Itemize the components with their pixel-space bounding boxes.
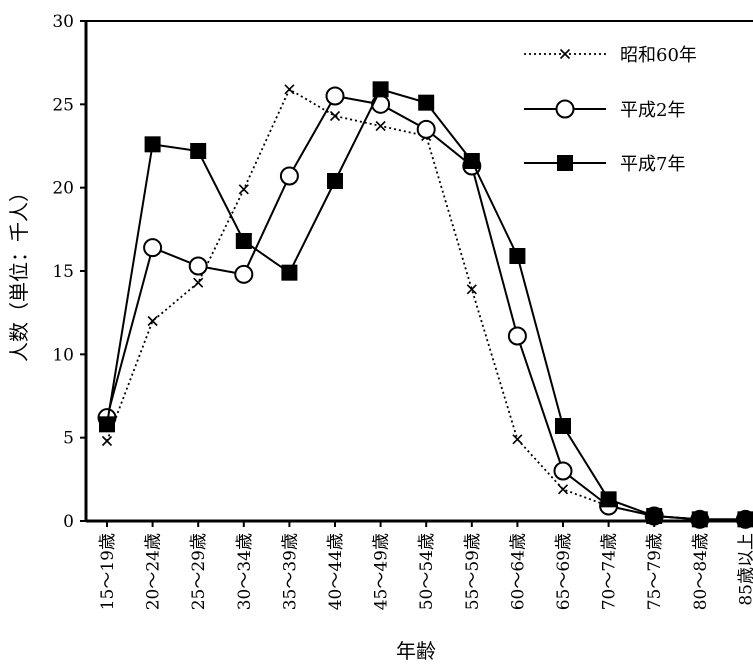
- x-tick-label: 60〜64歳: [508, 533, 528, 610]
- x-tick-label: 55〜59歳: [463, 533, 483, 610]
- y-tick-label: 15: [52, 262, 74, 282]
- x-tick-label: 50〜54歳: [417, 533, 437, 610]
- x-tick-label: 45〜49歳: [372, 533, 392, 610]
- x-axis: 15〜19歳 20〜24歳 25〜29歳 30〜34歳 35〜39歳 40〜44歳 45〜4…: [98, 521, 753, 610]
- data-point: [325, 86, 345, 106]
- data-point: [372, 81, 389, 98]
- data-point: [691, 511, 708, 528]
- marker-stroke: [557, 484, 569, 495]
- data-point: [418, 94, 435, 111]
- x-tick-label: 75〜79歳: [645, 533, 665, 610]
- y-axis-title: 人数（単位：千人）: [7, 182, 31, 362]
- x-tick-label: 85歳以上: [736, 533, 753, 606]
- legend-label: 昭和60年: [620, 45, 697, 66]
- data-point: [512, 434, 523, 445]
- marker-stroke: [329, 110, 341, 122]
- series-3: [99, 81, 753, 528]
- data-point: [600, 491, 617, 508]
- marker-stroke: [238, 184, 249, 195]
- y-tick-label: 10: [52, 345, 74, 365]
- x-tick-label: 40〜44歳: [326, 533, 346, 610]
- marker-stroke: [193, 277, 204, 288]
- data-point: [279, 166, 299, 186]
- data-point: [555, 418, 571, 434]
- marker-stroke: [375, 120, 386, 132]
- x-tick-label: 20〜24歳: [144, 533, 164, 610]
- data-point: [416, 119, 436, 139]
- legend-item: 平成2年: [524, 99, 685, 121]
- data-point: [329, 110, 341, 122]
- marker-stroke: [147, 315, 158, 327]
- data-point: [466, 284, 477, 295]
- legend-marker: [555, 99, 575, 119]
- x-tick-label: 70〜74歳: [600, 533, 620, 610]
- data-point: [147, 315, 158, 327]
- x-tick-label: 30〜34歳: [235, 533, 255, 610]
- data-point: [507, 326, 527, 346]
- data-point: [99, 416, 115, 433]
- y-tick-label: 30: [52, 12, 74, 32]
- marker-stroke: [101, 435, 113, 447]
- x-tick-label: 80〜84歳: [691, 533, 711, 610]
- y-tick-label: 20: [52, 179, 74, 199]
- marker-stroke: [466, 284, 477, 295]
- data-point: [144, 136, 161, 153]
- y-axis: 0 5 10 15 20 25 30: [52, 12, 86, 532]
- x-tick-label: 35〜39歳: [280, 533, 300, 610]
- data-point: [284, 84, 295, 95]
- data-point: [101, 435, 113, 447]
- legend-item: 昭和60年: [524, 45, 697, 66]
- x-tick-label: 25〜29歳: [189, 533, 209, 610]
- data-point: [238, 184, 249, 195]
- data-point: [188, 256, 208, 276]
- y-tick-label: 25: [52, 95, 74, 115]
- data-point: [463, 153, 480, 169]
- data-point: [553, 461, 573, 481]
- data-point: [281, 264, 298, 281]
- data-point: [557, 484, 569, 495]
- data-point: [235, 233, 252, 249]
- marker-stroke: [284, 84, 295, 95]
- data-point: [143, 238, 163, 258]
- data-point: [327, 173, 343, 189]
- legend-label: 平成2年: [620, 100, 685, 121]
- legend-label: 平成7年: [620, 154, 685, 175]
- legend-marker: [557, 155, 573, 171]
- y-tick-label: 0: [63, 512, 74, 532]
- data-point: [193, 277, 204, 288]
- data-point: [375, 120, 386, 132]
- data-point: [190, 143, 207, 159]
- series-layer: [97, 81, 753, 529]
- legend-item: 平成7年: [524, 154, 685, 175]
- data-point: [509, 248, 526, 264]
- marker-stroke: [559, 48, 571, 60]
- y-tick-label: 5: [63, 429, 74, 449]
- data-point: [234, 264, 254, 284]
- data-point: [646, 508, 663, 524]
- data-point: [371, 94, 391, 114]
- x-tick-label: 15〜19歳: [98, 533, 118, 610]
- x-axis-title: 年齢: [396, 639, 436, 663]
- x-tick-label: 65〜69歳: [554, 533, 574, 610]
- data-point: [737, 511, 753, 528]
- marker-stroke: [512, 434, 523, 445]
- legend-marker: [559, 48, 571, 60]
